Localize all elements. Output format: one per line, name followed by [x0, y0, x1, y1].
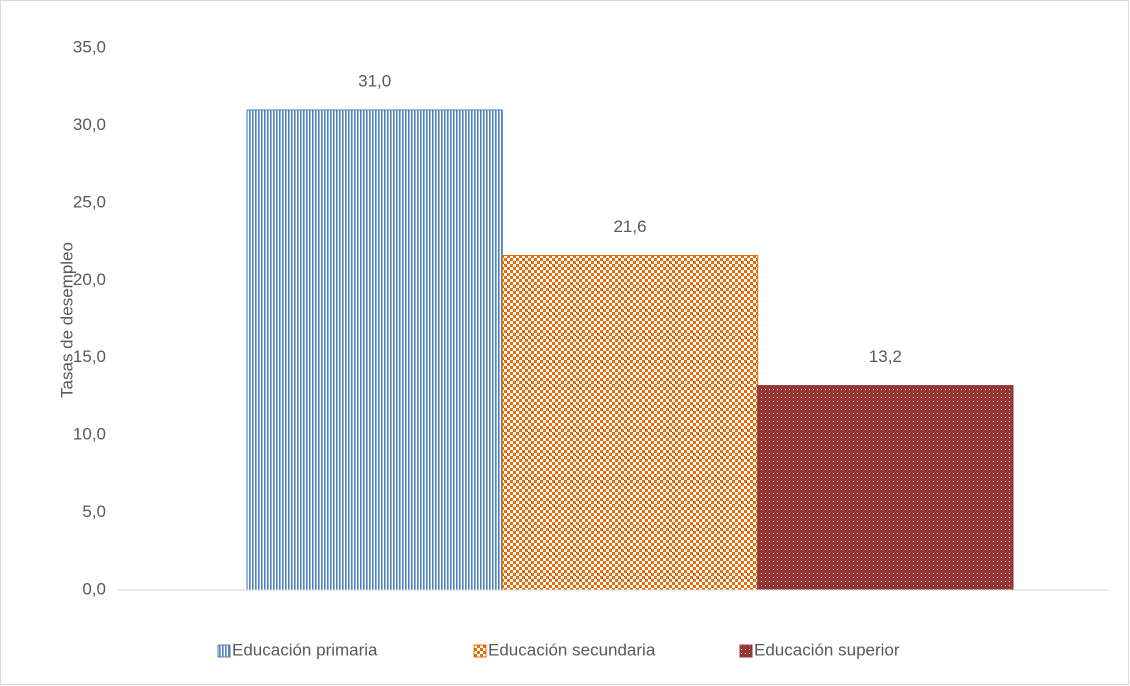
value-label: 13,2: [869, 347, 902, 366]
y-tick-label: 20,0: [73, 270, 106, 289]
legend-label: Educación primaria: [232, 640, 378, 659]
y-tick-label: 0,0: [82, 579, 106, 598]
legend-swatch: [739, 644, 753, 658]
y-tick-label: 30,0: [73, 115, 106, 134]
y-tick-label: 10,0: [73, 425, 106, 444]
bar: [757, 385, 1014, 591]
value-label: 21,6: [613, 217, 646, 236]
y-tick-label: 15,0: [73, 347, 106, 366]
y-axis-title: Tasas de desempleo: [57, 242, 76, 398]
bar: [246, 109, 503, 591]
value-label: 31,0: [358, 71, 391, 90]
y-tick-label: 25,0: [73, 192, 106, 211]
bar: [501, 255, 759, 591]
legend-label: Educación secundaria: [488, 640, 656, 659]
y-tick-label: 5,0: [82, 502, 106, 521]
legend-label: Educación superior: [754, 640, 900, 659]
y-tick-label: 35,0: [73, 37, 106, 56]
legend-swatch: [473, 644, 487, 658]
legend-swatch: [217, 644, 231, 658]
